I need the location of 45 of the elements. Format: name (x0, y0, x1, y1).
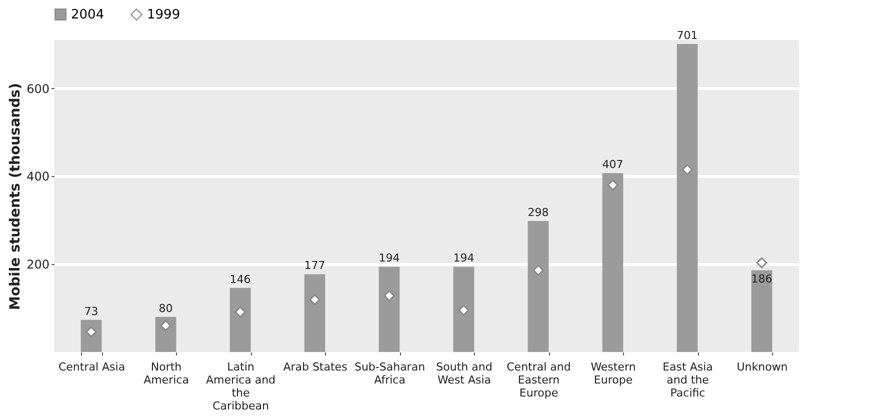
data-label: 298 (528, 206, 549, 220)
bar (155, 316, 176, 352)
point (682, 164, 693, 176)
bar (378, 266, 400, 352)
x-tick-label: Unknown (736, 360, 788, 374)
y-tick-label: 600 (26, 82, 50, 96)
point (607, 180, 618, 191)
y-axis-title: Mobile students (thousands) (8, 82, 24, 310)
data-label: 186 (751, 272, 772, 286)
x-tick-label: East Asia and the Pacific (662, 360, 713, 400)
y-tick-label: 200 (26, 258, 50, 272)
point (160, 320, 172, 332)
data-label: 194 (453, 252, 474, 265)
x-tick-label: Latin America and the Caribbean (206, 360, 276, 412)
data-label: 407 (602, 158, 624, 172)
data-label: 194 (378, 252, 400, 265)
x-tick-label: North America (144, 360, 189, 386)
data-label: 701 (676, 28, 698, 42)
bar (751, 270, 772, 352)
bar (676, 44, 698, 352)
data-label: 80 (158, 302, 173, 315)
bar (453, 266, 474, 352)
bar (304, 274, 326, 352)
bar (602, 173, 624, 352)
x-tick-label: Central and Eastern Europe (506, 360, 571, 400)
bar (528, 221, 549, 352)
x-tick-label: Sub-Saharan Africa (354, 360, 426, 386)
point (756, 257, 768, 268)
data-label: 73 (84, 304, 98, 318)
x-tick-label: Western Europe (590, 360, 636, 386)
x-tick-label: South and West Asia (436, 360, 492, 386)
x-tick-label: Arab States (283, 360, 348, 374)
point (309, 294, 320, 306)
legend-label: 2004 (71, 8, 104, 23)
point (458, 304, 470, 316)
y-tick-label: 400 (26, 170, 50, 184)
point (532, 264, 544, 276)
data-label: 146 (230, 272, 251, 286)
point (234, 306, 246, 318)
x-tick-label: Central Asia (58, 360, 126, 374)
legend-label: 1999 (147, 8, 180, 23)
data-label: 177 (304, 259, 326, 272)
point (384, 290, 395, 302)
bar (80, 320, 102, 352)
bar (230, 288, 251, 352)
